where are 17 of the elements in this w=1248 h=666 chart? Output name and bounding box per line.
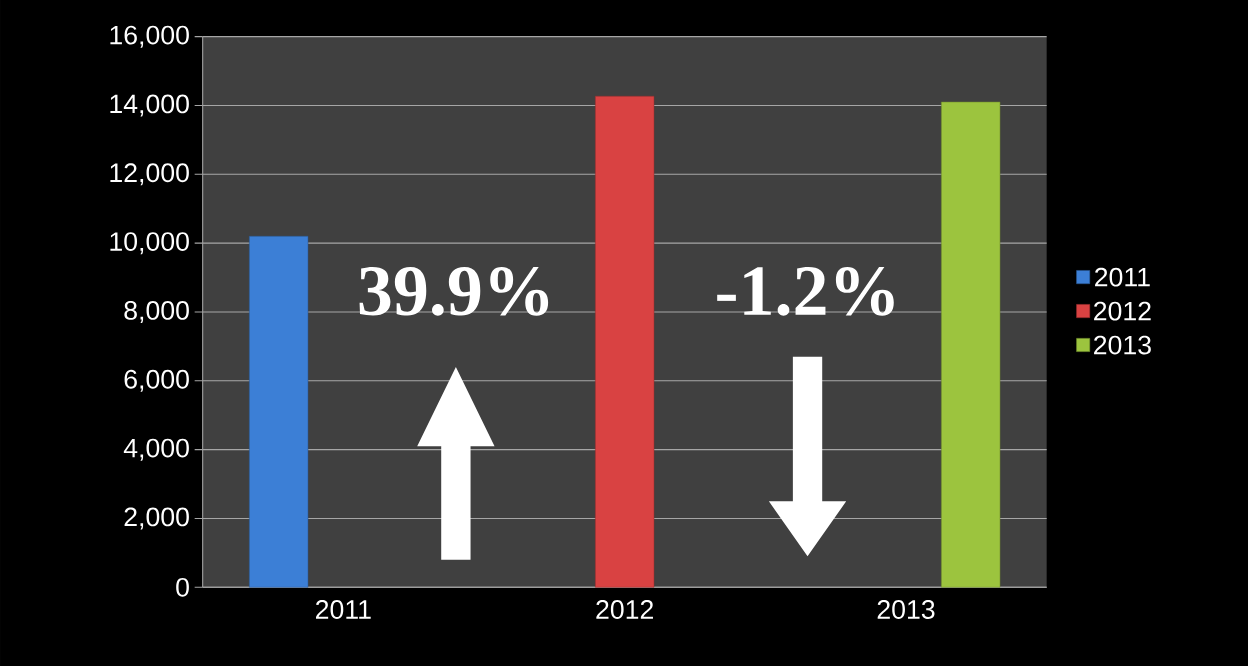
x-tick-label: 2011 [316,600,371,619]
y-tick-label: 0 [176,577,189,597]
y-tick-label: 8,000 [124,300,189,323]
y-tick-label: 2,000 [124,507,189,530]
y-tick-label: 10,000 [110,232,189,255]
y-tick-label: 4,000 [123,438,189,461]
annotation: 39.9% [359,266,549,316]
x-tick-label: 2012 [596,600,653,619]
annotation: -1.2% [717,266,894,316]
legend-label: 2013 [1094,335,1151,355]
y-tick-label: 12,000 [110,163,189,186]
x-tick-label: 2013 [877,600,935,619]
y-tick-label: 16,000 [110,25,189,48]
y-tick-label: 14,000 [110,94,189,117]
legend-label: 2011 [1095,267,1150,287]
legend-label: 2012 [1094,301,1151,321]
y-tick-label: 6,000 [124,369,189,392]
